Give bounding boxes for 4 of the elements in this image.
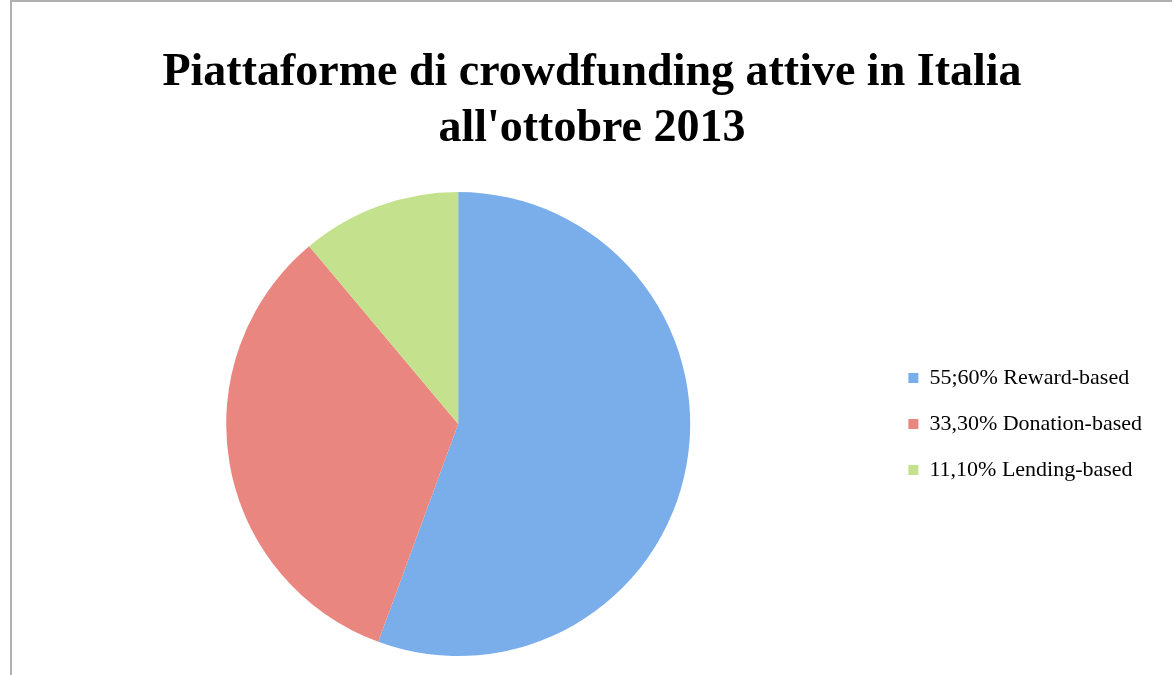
legend-label: 55;60% Reward-based bbox=[929, 363, 1130, 389]
chart-title: Piattaforme di crowdfunding attive in Italia all'ottobre 2013 bbox=[161, 43, 1023, 153]
legend-label: 11,10% Lending-based bbox=[929, 455, 1133, 481]
legend-label: 33,30% Donation-based bbox=[929, 409, 1142, 435]
